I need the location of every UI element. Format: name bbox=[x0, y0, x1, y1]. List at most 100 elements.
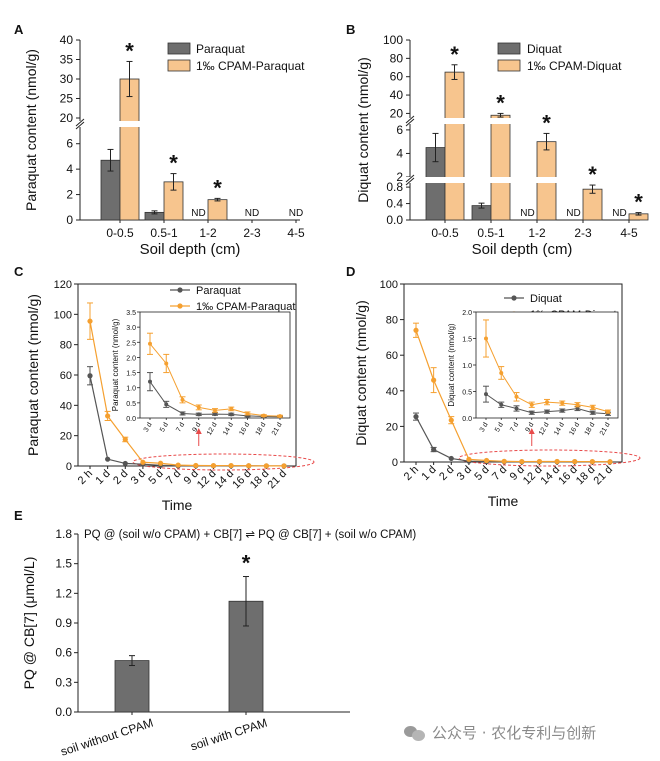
inset-data-point bbox=[575, 406, 580, 411]
inset-x-tick-label: 9 d bbox=[192, 421, 203, 433]
legend-label: 1‰ CPAM-Paraquat bbox=[196, 59, 305, 73]
y-tick-label: 20 bbox=[60, 111, 74, 125]
y-tick-label: 1.2 bbox=[55, 586, 72, 600]
y-tick-label: 0.4 bbox=[386, 197, 403, 211]
y-tick-label: 6 bbox=[66, 137, 73, 151]
data-point bbox=[140, 459, 146, 465]
y-tick-label: 60 bbox=[60, 370, 72, 382]
axis-break-mark bbox=[405, 174, 415, 183]
data-point bbox=[263, 463, 269, 469]
inset-x-tick-label: 14 d bbox=[222, 421, 235, 436]
inset-data-point bbox=[545, 409, 549, 414]
inset-data-point bbox=[213, 412, 217, 417]
panel-letter: B bbox=[346, 22, 355, 37]
nd-label: ND bbox=[191, 208, 205, 219]
inset-y-tick-label: 1.0 bbox=[462, 363, 472, 370]
y-tick-label: 100 bbox=[54, 309, 72, 321]
y-tick-label: 0.3 bbox=[55, 675, 72, 689]
significance-star: * bbox=[634, 190, 643, 215]
significance-star: * bbox=[169, 151, 178, 176]
inset-data-point bbox=[229, 406, 234, 411]
bar-pq-cb7 bbox=[114, 660, 150, 713]
x-axis-label: Time bbox=[162, 497, 193, 513]
axis-break-mark bbox=[405, 177, 415, 186]
x-tick-label: 1-2 bbox=[528, 226, 546, 240]
inset-data-point bbox=[590, 405, 595, 410]
data-point bbox=[501, 458, 507, 464]
x-tick-label: 4-5 bbox=[620, 226, 638, 240]
data-point bbox=[122, 436, 128, 443]
inset-x-tick-label: 9 d bbox=[525, 421, 536, 433]
y-tick-label: 0 bbox=[66, 461, 72, 473]
x-axis-label: Soil depth (cm) bbox=[140, 241, 241, 258]
y-axis-label: Paraquat content (nmol/g) bbox=[25, 294, 41, 456]
inset-y-tick-label: 0.0 bbox=[462, 416, 472, 423]
inset-data-point bbox=[529, 402, 534, 407]
y-tick-label: 4 bbox=[396, 146, 403, 160]
data-point bbox=[157, 460, 164, 466]
x-axis-label: Soil depth (cm) bbox=[472, 241, 573, 258]
x-tick-label: 5 d bbox=[472, 464, 491, 483]
y-axis-label: PQ @ CB[7] (μmol/L) bbox=[21, 557, 37, 690]
axis-break-mark bbox=[75, 118, 85, 127]
series-line-orange bbox=[415, 330, 611, 463]
equation-label: PQ @ (soil w/o CPAM) + CB[7] ⇌ PQ @ CB[7… bbox=[84, 529, 416, 541]
inset-y-tick-label: 1.0 bbox=[126, 386, 136, 393]
data-point bbox=[105, 456, 111, 462]
bar-cpam-diquat bbox=[582, 188, 603, 221]
inset-x-tick-label: 21 d bbox=[599, 421, 612, 436]
legend-marker bbox=[177, 287, 183, 293]
inset-x-tick-label: 21 d bbox=[271, 421, 284, 436]
inset-data-point bbox=[575, 402, 580, 407]
inset-data-point bbox=[148, 379, 152, 384]
inset-data-point bbox=[164, 402, 169, 407]
axis-break-gap bbox=[404, 177, 596, 183]
wechat-icon bbox=[404, 724, 426, 742]
inset-y-tick-label: 0.0 bbox=[126, 416, 136, 423]
y-axis-label: Diquat content (nmol/g) bbox=[355, 57, 371, 203]
x-tick-label: 2-3 bbox=[574, 226, 592, 240]
significance-star: * bbox=[242, 551, 251, 576]
data-point bbox=[431, 377, 437, 383]
data-point bbox=[193, 462, 199, 469]
x-tick-label: 5 d bbox=[146, 468, 165, 487]
axis-break-mark bbox=[405, 118, 415, 127]
significance-star: * bbox=[450, 42, 459, 67]
x-tick-label: 21 d bbox=[591, 464, 615, 488]
inset-data-point bbox=[545, 400, 549, 405]
inset-data-point bbox=[245, 411, 250, 416]
inset-data-point bbox=[261, 413, 266, 418]
x-tick-label: 2 h bbox=[76, 468, 95, 487]
inset-y-tick-label: 1.5 bbox=[126, 371, 136, 378]
inset-data-point bbox=[484, 392, 488, 397]
data-point bbox=[281, 463, 287, 469]
legend-label: 1‰ CPAM-Diquat bbox=[527, 59, 622, 73]
bar-cpam-diquat bbox=[444, 71, 465, 221]
highlight-ellipse bbox=[132, 453, 315, 471]
legend-label: 1‰ CPAM-Paraquat bbox=[196, 301, 295, 313]
y-tick-label: 20 bbox=[386, 421, 398, 433]
inset-x-tick-label: 3 d bbox=[479, 421, 490, 433]
inset-data-point bbox=[560, 408, 565, 413]
x-tick-label: 3 d bbox=[455, 464, 474, 483]
inset-data-point bbox=[213, 408, 217, 413]
inset-data-point bbox=[148, 341, 152, 346]
legend-label: Paraquat bbox=[196, 42, 245, 56]
significance-star: * bbox=[588, 162, 597, 187]
y-tick-label: 80 bbox=[390, 51, 404, 65]
inset-data-point bbox=[196, 405, 201, 410]
nd-label: ND bbox=[245, 208, 259, 219]
y-tick-label: 20 bbox=[60, 431, 72, 443]
significance-star: * bbox=[542, 110, 551, 135]
inset-data-point bbox=[180, 397, 185, 402]
x-tick-label: 3 d bbox=[129, 468, 148, 487]
inset-y-tick-label: 0.5 bbox=[462, 390, 472, 397]
axis-break-gap bbox=[74, 121, 236, 127]
data-point bbox=[589, 459, 595, 465]
axis-break-mark bbox=[405, 115, 415, 124]
inset-data-point bbox=[196, 412, 201, 417]
inset-data-point bbox=[514, 406, 519, 411]
data-point bbox=[413, 414, 419, 420]
y-tick-label: 0.0 bbox=[55, 705, 72, 719]
bar-cpam-paraquat bbox=[207, 199, 228, 221]
